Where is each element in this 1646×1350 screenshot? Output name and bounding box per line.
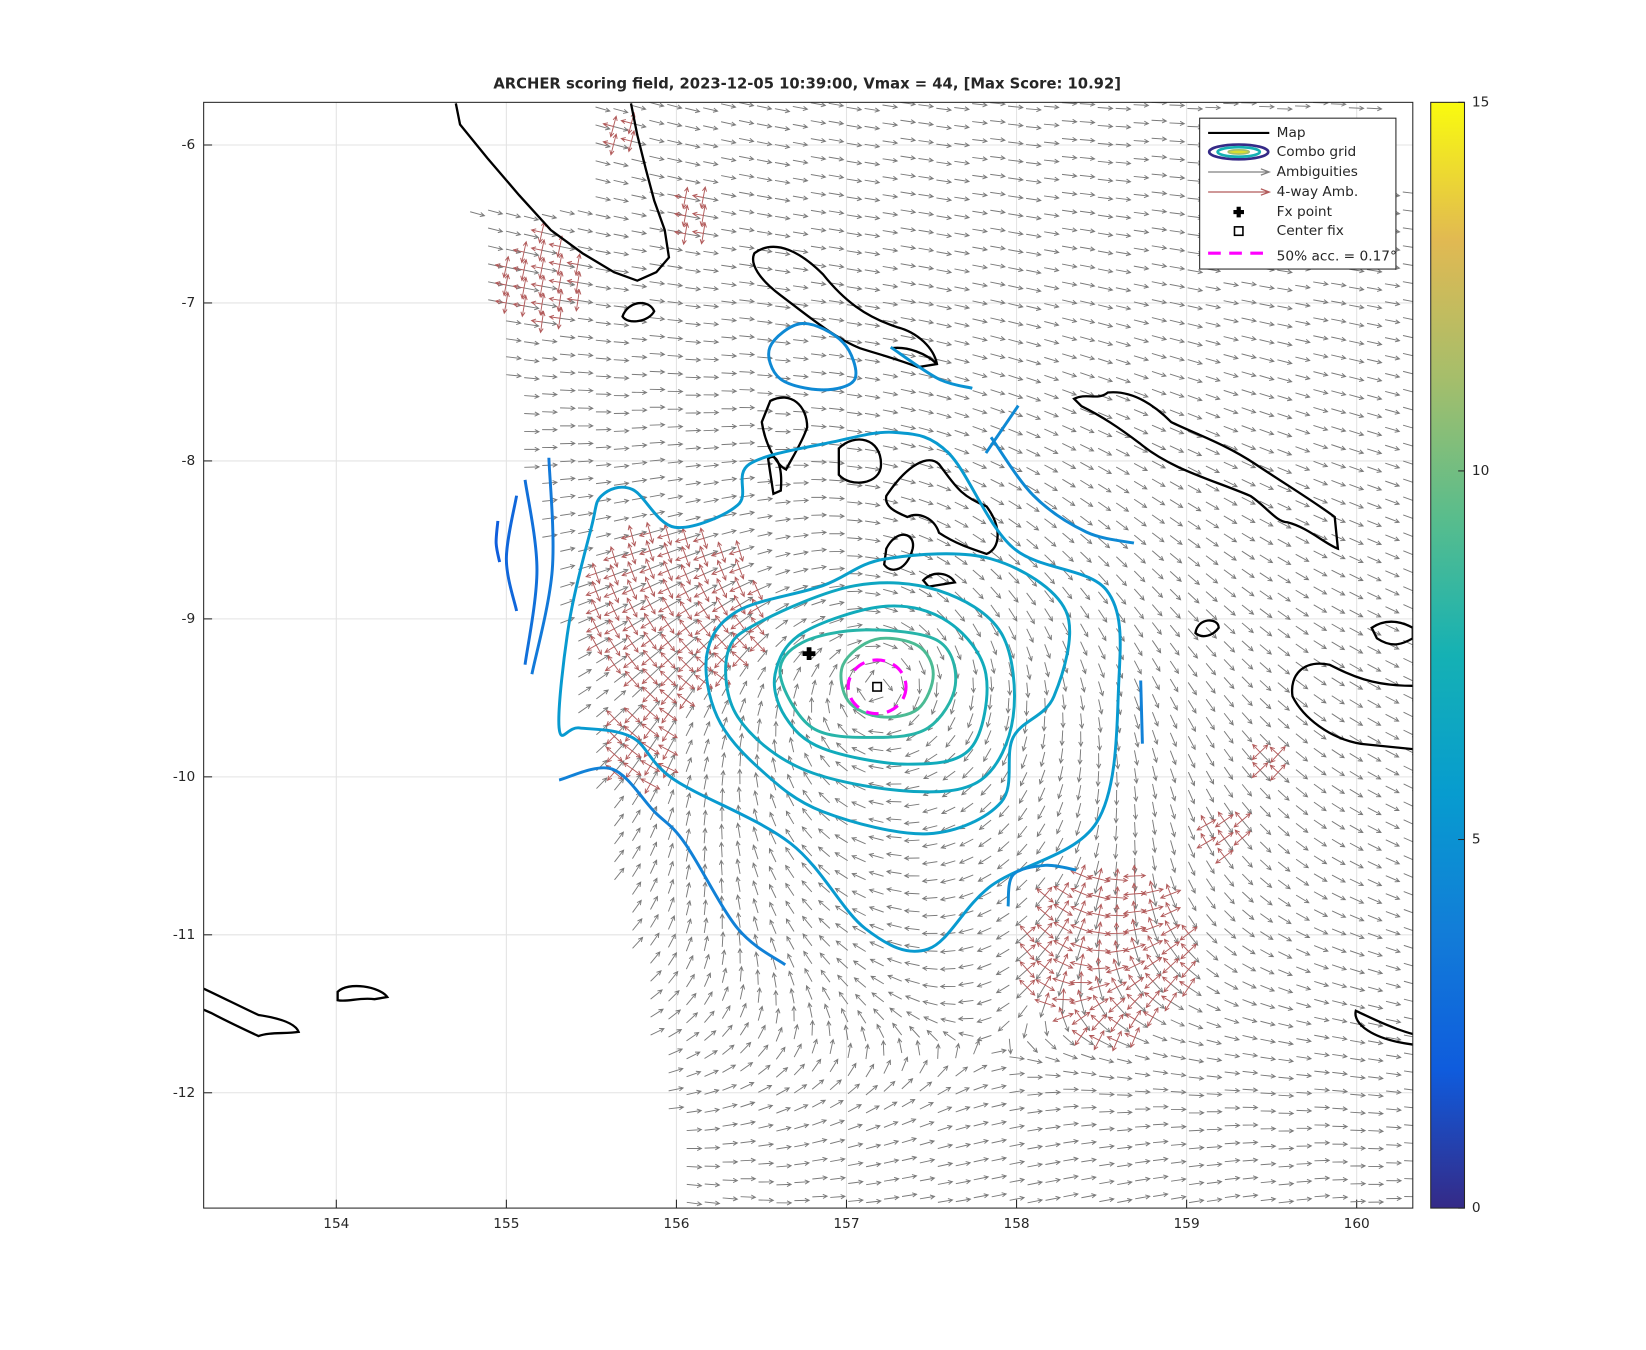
legend-label: Ambiguities <box>1277 164 1358 180</box>
legend: Map Combo grid Ambiguities 4-way Amb. Fx… <box>1199 117 1397 270</box>
grid <box>203 102 1413 1209</box>
y-tick-label: -7 <box>182 295 196 311</box>
chart-title: ARCHER scoring field, 2023-12-05 10:39:0… <box>493 75 1121 92</box>
score-contour <box>494 520 502 563</box>
score-contour <box>839 636 935 719</box>
coastline <box>882 533 915 571</box>
y-tick-label: -12 <box>173 1085 195 1101</box>
score-contour <box>989 436 1135 545</box>
x-tick-label: 155 <box>493 1216 519 1232</box>
x-tick-label: 159 <box>1174 1216 1200 1232</box>
acc-circle <box>846 658 908 716</box>
score-contour <box>984 404 1020 454</box>
markers <box>802 647 908 716</box>
legend-label: Center fix <box>1277 223 1344 239</box>
legend-label: 50% acc. = 0.17° <box>1277 248 1397 264</box>
coastlines <box>203 103 1413 1046</box>
score-contour <box>523 479 539 665</box>
x-tick-label: 154 <box>323 1216 349 1232</box>
coastline <box>891 346 938 365</box>
colorbar-ticks: 0 5 10 15 <box>1458 94 1489 1216</box>
score-contour <box>558 766 787 966</box>
score-contour <box>724 581 1016 794</box>
score-contour <box>1139 680 1144 744</box>
legend-label: Map <box>1277 125 1306 141</box>
legend-icon <box>1208 188 1272 196</box>
coastline <box>766 455 783 496</box>
legend-label: 4-way Amb. <box>1277 184 1359 200</box>
y-tick-label: -11 <box>173 927 195 943</box>
coastline <box>1072 391 1340 551</box>
coastline <box>837 438 883 484</box>
colorbar-tick-label: 10 <box>1472 463 1489 479</box>
center-fix <box>872 681 883 692</box>
legend-box <box>1199 117 1397 270</box>
legend-icon <box>1208 168 1272 176</box>
y-tick-label: -6 <box>182 137 196 153</box>
coastline <box>1290 662 1413 751</box>
score-contour <box>704 552 1072 836</box>
coastline <box>1194 619 1220 638</box>
colorbar-tick-label: 15 <box>1472 94 1489 110</box>
coastline <box>336 984 390 1002</box>
score-contour <box>889 345 973 390</box>
score-contour <box>767 322 858 392</box>
coastline <box>621 302 656 323</box>
legend-label: Fx point <box>1277 204 1333 220</box>
x-tick-label: 158 <box>1003 1216 1029 1232</box>
coastline <box>203 987 301 1038</box>
colorbar <box>1430 101 1466 1209</box>
fx-point <box>802 647 816 660</box>
coastline <box>884 459 999 556</box>
score-contour <box>772 604 989 766</box>
score-contour <box>1006 863 1077 907</box>
coastline <box>454 103 671 282</box>
legend-icon <box>1233 226 1244 237</box>
coastline <box>1354 1009 1413 1046</box>
legend-icon <box>1207 143 1270 161</box>
legend-icon <box>1233 206 1244 218</box>
legend-label: Combo grid <box>1277 144 1357 160</box>
y-tick-label: -10 <box>173 769 195 785</box>
contours <box>494 322 1144 966</box>
colorbar-tick-label: 0 <box>1472 1200 1481 1216</box>
score-contour <box>557 430 1122 953</box>
x-tick-label: 157 <box>833 1216 859 1232</box>
plot-frame <box>203 101 1414 1209</box>
score-contour <box>778 628 958 739</box>
colorbar-tick-label: 5 <box>1472 832 1481 848</box>
score-contour <box>530 457 555 675</box>
coastline <box>921 572 957 588</box>
x-tick-label: 160 <box>1344 1216 1370 1232</box>
y-tick-label: -9 <box>182 611 196 627</box>
score-contour <box>504 495 519 612</box>
x-tick-label: 156 <box>663 1216 689 1232</box>
y-tick-label: -8 <box>182 453 196 469</box>
coastline <box>1370 620 1413 646</box>
